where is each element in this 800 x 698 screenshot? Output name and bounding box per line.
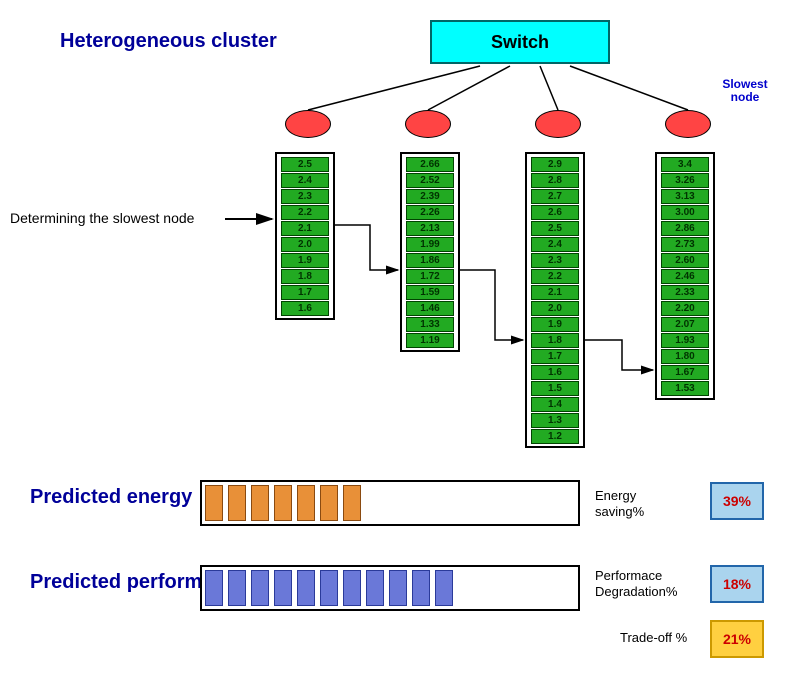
freq-cell: 2.3 [281, 189, 329, 204]
slowest-node-label: Slowest node [715, 78, 775, 104]
bar-segment [297, 570, 315, 606]
bar-segment [274, 485, 292, 521]
freq-cell: 1.33 [406, 317, 454, 332]
bar-segment [366, 570, 384, 606]
energy-saving-label: Energy saving% [595, 488, 685, 519]
bar-segment [412, 570, 430, 606]
freq-cell: 3.4 [661, 157, 709, 172]
freq-cell: 1.2 [531, 429, 579, 444]
freq-stack-0: 2.52.42.32.22.12.01.91.81.71.6 [275, 152, 335, 320]
energy-bar [200, 480, 580, 526]
cluster-node-3 [665, 110, 711, 138]
energy-saving-value: 39% [710, 482, 764, 520]
cluster-node-0 [285, 110, 331, 138]
freq-cell: 2.8 [531, 173, 579, 188]
freq-cell: 2.33 [661, 285, 709, 300]
freq-cell: 1.6 [281, 301, 329, 316]
freq-cell: 1.6 [531, 365, 579, 380]
freq-cell: 3.00 [661, 205, 709, 220]
freq-cell: 2.52 [406, 173, 454, 188]
predicted-energy-label: Predicted energy [30, 485, 192, 509]
freq-cell: 2.2 [281, 205, 329, 220]
freq-cell: 2.20 [661, 301, 709, 316]
cluster-node-2 [535, 110, 581, 138]
freq-cell: 2.0 [281, 237, 329, 252]
bar-segment [320, 485, 338, 521]
cluster-node-1 [405, 110, 451, 138]
freq-cell: 1.67 [661, 365, 709, 380]
bar-segment [251, 570, 269, 606]
freq-cell: 1.72 [406, 269, 454, 284]
freq-cell: 2.60 [661, 253, 709, 268]
freq-stack-2: 2.92.82.72.62.52.42.32.22.12.01.91.81.71… [525, 152, 585, 448]
bar-segment [297, 485, 315, 521]
bar-segment [320, 570, 338, 606]
freq-cell: 2.2 [531, 269, 579, 284]
freq-cell: 2.1 [531, 285, 579, 300]
switch-box: Switch [430, 20, 610, 64]
bar-segment [228, 570, 246, 606]
freq-cell: 1.46 [406, 301, 454, 316]
freq-cell: 2.66 [406, 157, 454, 172]
freq-cell: 1.9 [531, 317, 579, 332]
bar-segment [228, 485, 246, 521]
determining-label: Determining the slowest node [10, 210, 194, 226]
diagram-title: Heterogeneous cluster [60, 30, 277, 53]
freq-cell: 3.26 [661, 173, 709, 188]
freq-cell: 2.46 [661, 269, 709, 284]
freq-cell: 1.86 [406, 253, 454, 268]
freq-cell: 1.59 [406, 285, 454, 300]
freq-cell: 2.4 [531, 237, 579, 252]
freq-cell: 1.7 [531, 349, 579, 364]
freq-cell: 3.13 [661, 189, 709, 204]
tradeoff-value: 21% [710, 620, 764, 658]
bar-segment [343, 570, 361, 606]
freq-cell: 1.9 [281, 253, 329, 268]
freq-cell: 2.5 [531, 221, 579, 236]
freq-stack-1: 2.662.522.392.262.131.991.861.721.591.46… [400, 152, 460, 352]
bar-segment [205, 570, 223, 606]
freq-cell: 2.4 [281, 173, 329, 188]
freq-cell: 1.5 [531, 381, 579, 396]
freq-cell: 2.5 [281, 157, 329, 172]
freq-cell: 1.3 [531, 413, 579, 428]
freq-cell: 2.07 [661, 317, 709, 332]
performance-degradation-label: Performace Degradation% [595, 568, 705, 599]
freq-cell: 1.8 [281, 269, 329, 284]
bar-segment [343, 485, 361, 521]
freq-cell: 1.93 [661, 333, 709, 348]
bar-segment [389, 570, 407, 606]
freq-cell: 1.80 [661, 349, 709, 364]
freq-cell: 2.7 [531, 189, 579, 204]
freq-cell: 2.13 [406, 221, 454, 236]
freq-cell: 2.3 [531, 253, 579, 268]
freq-cell: 1.99 [406, 237, 454, 252]
bar-segment [205, 485, 223, 521]
bar-segment [251, 485, 269, 521]
tradeoff-label: Trade-off % [620, 630, 687, 646]
bar-segment [435, 570, 453, 606]
freq-cell: 2.73 [661, 237, 709, 252]
performance-degradation-value: 18% [710, 565, 764, 603]
freq-cell: 2.9 [531, 157, 579, 172]
freq-stack-3: 3.43.263.133.002.862.732.602.462.332.202… [655, 152, 715, 400]
bar-segment [274, 570, 292, 606]
freq-cell: 2.86 [661, 221, 709, 236]
freq-cell: 2.0 [531, 301, 579, 316]
freq-cell: 2.39 [406, 189, 454, 204]
freq-cell: 1.4 [531, 397, 579, 412]
freq-cell: 2.26 [406, 205, 454, 220]
freq-cell: 1.7 [281, 285, 329, 300]
freq-cell: 1.8 [531, 333, 579, 348]
freq-cell: 1.53 [661, 381, 709, 396]
freq-cell: 2.6 [531, 205, 579, 220]
freq-cell: 1.19 [406, 333, 454, 348]
performance-bar [200, 565, 580, 611]
freq-cell: 2.1 [281, 221, 329, 236]
